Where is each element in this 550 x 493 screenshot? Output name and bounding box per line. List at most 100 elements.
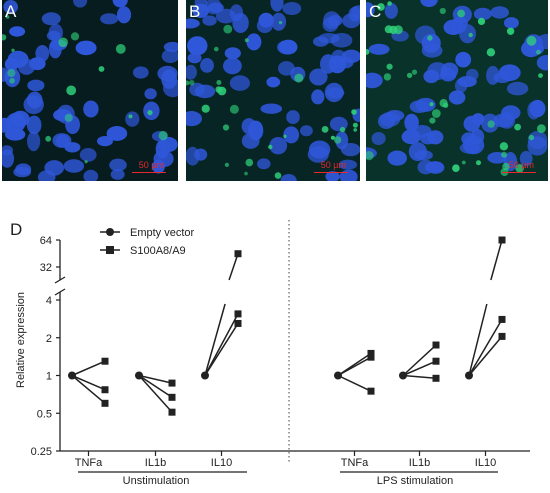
nucleus <box>161 49 178 64</box>
nucleus <box>26 115 42 135</box>
nucleus <box>83 169 99 181</box>
green-signal <box>214 46 219 52</box>
green-signal <box>64 113 73 122</box>
green-signal <box>536 49 541 55</box>
green-signal <box>222 124 230 131</box>
pair-line <box>138 374 173 413</box>
s100a8-a9-point <box>367 349 375 357</box>
nucleus <box>455 51 472 68</box>
nucleus <box>3 0 18 14</box>
pair-line <box>468 303 488 376</box>
scale-bar-c <box>502 172 536 173</box>
nucleus <box>202 15 217 26</box>
nucleus <box>313 36 329 47</box>
nucleus <box>112 0 128 8</box>
green-signal <box>216 80 222 85</box>
pair-line <box>468 335 503 376</box>
green-signal <box>452 164 460 172</box>
nucleus <box>490 6 509 19</box>
x-tick-label: IL10 <box>211 457 232 469</box>
nucleus <box>163 41 178 53</box>
green-signal <box>147 110 153 116</box>
s100a8-a9-point <box>234 250 242 258</box>
green-signal <box>461 160 466 165</box>
green-signal <box>431 109 441 118</box>
green-signal <box>158 130 168 141</box>
s100a8-a9-point <box>367 387 375 395</box>
pair-line <box>204 313 239 376</box>
nucleus <box>486 65 500 85</box>
green-signal <box>244 171 248 176</box>
x-tick-label: IL1b <box>409 457 430 469</box>
nucleus <box>527 136 548 156</box>
nucleus <box>417 159 435 175</box>
axes: 0.25 0.5 1 2 4 32 64 TNFa IL1b IL10 TNFa IL1b IL10 <box>31 235 530 469</box>
green-signal <box>457 9 465 18</box>
green-signal <box>189 80 195 86</box>
nucleus <box>13 166 32 178</box>
green-signal <box>186 80 190 86</box>
nucleus <box>527 101 541 120</box>
green-signal <box>387 1 392 6</box>
green-signal <box>526 35 537 46</box>
nucleus <box>269 137 288 155</box>
nucleus <box>278 61 295 76</box>
s100a8-a9-point <box>101 399 109 407</box>
pair-line <box>337 356 372 377</box>
green-signal <box>487 120 495 128</box>
nucleus <box>536 55 548 71</box>
nucleus <box>421 33 441 53</box>
nucleus <box>83 100 99 118</box>
nucleus <box>229 75 250 91</box>
nucleus <box>194 0 208 12</box>
nucleus <box>271 12 287 31</box>
green-signal <box>406 72 413 79</box>
green-signal <box>333 136 342 144</box>
green-signal <box>229 104 239 114</box>
y-tick-label: 0.25 <box>31 446 52 458</box>
nucleus <box>23 95 44 115</box>
pair-line <box>228 253 239 281</box>
empty-vector-point <box>68 371 76 380</box>
nucleus <box>186 111 202 127</box>
nucleus <box>384 2 398 19</box>
nucleus <box>110 169 125 180</box>
green-signal <box>223 24 233 34</box>
green-signal <box>501 151 508 158</box>
green-signal <box>352 122 358 128</box>
nucleus <box>448 90 466 105</box>
nucleus <box>186 64 197 80</box>
nucleus <box>75 40 97 56</box>
nucleus <box>161 69 178 89</box>
green-signal <box>389 25 398 35</box>
s100a8-a9-point <box>367 353 375 361</box>
x-tick-label: TNFa <box>341 457 369 469</box>
nucleus <box>257 158 271 170</box>
scale-bar-label-b: 50 µm <box>320 160 346 170</box>
pair-line <box>204 323 239 376</box>
nucleus <box>443 19 464 35</box>
x-tick-label: IL10 <box>475 457 496 469</box>
green-signal <box>224 162 229 167</box>
nucleus <box>224 47 241 60</box>
panel-label-c: C <box>369 2 382 21</box>
nucleus <box>2 67 9 82</box>
nucleus <box>46 30 61 41</box>
nucleus <box>368 43 390 55</box>
green-signal <box>477 17 486 25</box>
pair-line <box>468 319 503 376</box>
green-signal <box>383 73 392 81</box>
nucleus <box>27 79 45 92</box>
legend-label-empty-vector: Empty vector <box>130 227 195 239</box>
green-signal <box>514 123 521 131</box>
s100a8-a9-point <box>432 341 440 349</box>
green-signal <box>7 69 16 77</box>
nucleus <box>409 100 430 113</box>
green-signal <box>98 66 105 72</box>
pair-line <box>204 303 226 376</box>
nucleus <box>97 136 113 147</box>
s100a8-a9-point <box>168 408 176 416</box>
nucleus <box>194 148 208 161</box>
nucleus <box>338 159 357 170</box>
y-tick-label: 1 <box>46 371 52 383</box>
